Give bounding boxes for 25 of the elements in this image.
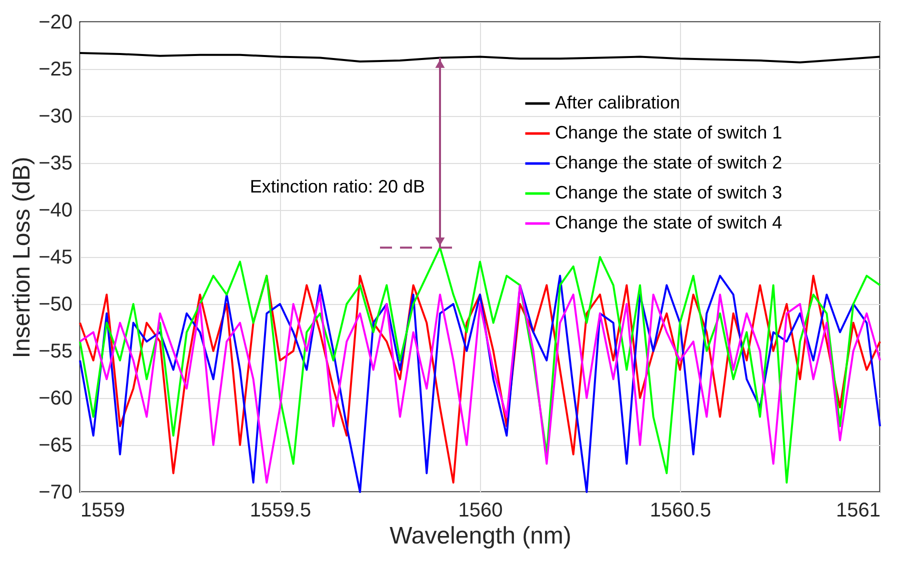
x-tick-label: 1560 (458, 500, 503, 522)
y-tick-label: −55 (38, 340, 72, 362)
y-tick-label: −60 (38, 388, 72, 410)
y-axis-title: Insertion Loss (dB) (8, 156, 36, 358)
legend-label: Change the state of switch 4 (555, 212, 782, 232)
y-tick-label: −45 (38, 246, 72, 268)
y-tick-label: −30 (38, 106, 72, 128)
y-tick-label: −25 (38, 58, 72, 80)
line-series (79, 52, 881, 64)
x-tick-label: 1561 (836, 500, 880, 522)
y-tick-label: −35 (38, 152, 72, 174)
annotation: Extinction ratio: 20 dB (250, 176, 425, 197)
legend-label: After calibration (555, 92, 680, 112)
x-tick-label: 1559.5 (250, 500, 312, 522)
y-tick-label: −65 (38, 434, 72, 456)
y-tick-label: −20 (38, 12, 72, 34)
x-tick-label: 1559 (80, 500, 125, 522)
y-tick-label: −50 (38, 294, 72, 316)
y-tick-label: −70 (38, 482, 72, 504)
x-axis-title: Wavelength (nm) (390, 522, 572, 550)
legend-label: Change the state of switch 3 (555, 182, 782, 202)
x-tick-label: 1560.5 (650, 500, 712, 522)
legend-label: Change the state of switch 2 (555, 152, 782, 172)
legend-label: Change the state of switch 1 (555, 122, 782, 142)
y-tick-label: −40 (38, 200, 72, 222)
